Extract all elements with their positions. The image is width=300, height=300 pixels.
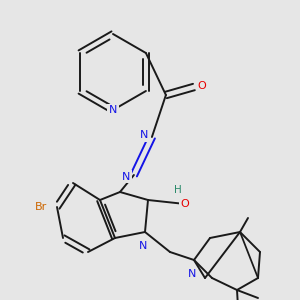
Text: O: O [197, 81, 206, 91]
Text: Br: Br [34, 202, 46, 212]
Text: N: N [139, 241, 147, 251]
Text: N: N [109, 105, 117, 115]
Text: N: N [122, 172, 130, 182]
Text: O: O [181, 199, 189, 209]
Text: H: H [174, 185, 182, 195]
Text: N: N [188, 269, 196, 279]
Text: N: N [140, 130, 148, 140]
